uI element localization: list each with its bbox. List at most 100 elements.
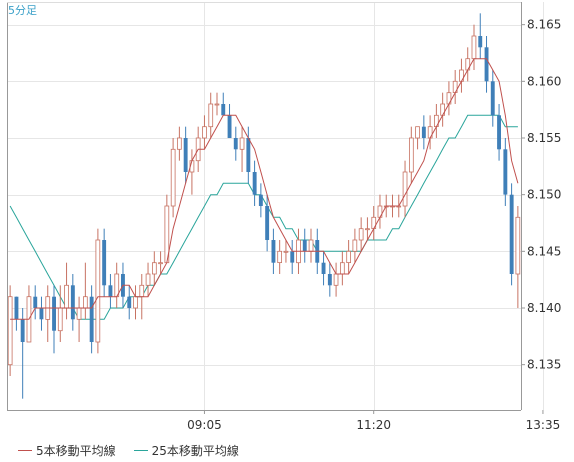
candle-31 bbox=[202, 115, 207, 150]
candle-36 bbox=[233, 126, 238, 161]
candle-63 bbox=[402, 160, 408, 218]
candle-0 bbox=[7, 285, 13, 376]
candle-42 bbox=[271, 228, 276, 274]
y-tick-label-2: 8.145 bbox=[527, 244, 561, 258]
candle-body-81 bbox=[515, 216, 521, 275]
candle-body-21 bbox=[139, 284, 145, 297]
y-tick-label-6: 8.165 bbox=[527, 18, 561, 32]
candle-body-7 bbox=[52, 296, 56, 331]
candle-body-66 bbox=[421, 126, 426, 138]
candle-28 bbox=[183, 126, 188, 184]
candle-35 bbox=[227, 104, 232, 138]
candle-body-47 bbox=[302, 240, 307, 252]
candle-body-34 bbox=[221, 104, 226, 116]
candle-body-43 bbox=[277, 250, 283, 264]
candle-body-4 bbox=[33, 296, 38, 308]
candle-body-50 bbox=[321, 262, 326, 274]
x-tick-label-2: 13:35 bbox=[526, 418, 561, 432]
candle-body-74 bbox=[471, 35, 477, 60]
candle-body-12 bbox=[83, 296, 88, 309]
candle-body-0 bbox=[7, 296, 13, 366]
candle-44 bbox=[283, 240, 289, 263]
candle-79 bbox=[503, 138, 508, 206]
legend-swatch-ma25 bbox=[133, 450, 148, 451]
x-tick-label-0: 09:05 bbox=[187, 418, 222, 432]
candle-38 bbox=[246, 126, 251, 184]
candle-23 bbox=[151, 251, 157, 286]
candle-body-40 bbox=[258, 194, 263, 206]
candle-body-39 bbox=[252, 172, 257, 195]
period-label: 5分足 bbox=[8, 4, 37, 17]
candle-15 bbox=[102, 228, 107, 297]
candle-56 bbox=[358, 217, 364, 252]
candle-24 bbox=[158, 251, 163, 274]
candle-76 bbox=[484, 36, 489, 93]
candle-body-27 bbox=[176, 137, 182, 150]
candle-body-23 bbox=[151, 262, 157, 275]
grid-lines bbox=[7, 2, 544, 410]
candle-body-52 bbox=[333, 273, 339, 286]
y-tick-label-0: 8.135 bbox=[527, 358, 561, 372]
candle-66 bbox=[421, 115, 426, 150]
candle-body-42 bbox=[271, 240, 276, 263]
candle-13 bbox=[89, 285, 94, 354]
candle-body-28 bbox=[183, 138, 188, 172]
legend-swatch-ma5 bbox=[18, 450, 32, 451]
y-tick-label-4: 8.155 bbox=[527, 131, 561, 145]
candle-body-19 bbox=[127, 296, 132, 308]
candle-26 bbox=[170, 138, 176, 218]
candle-34 bbox=[221, 92, 226, 116]
candle-19 bbox=[127, 285, 132, 320]
candle-body-13 bbox=[89, 296, 94, 342]
candle-22 bbox=[145, 262, 151, 297]
candle-body-75 bbox=[478, 36, 483, 48]
candle-body-80 bbox=[509, 194, 514, 274]
candle-78 bbox=[497, 104, 501, 161]
candle-body-48 bbox=[308, 239, 314, 252]
ma25-line-layer bbox=[9, 114, 518, 320]
candle-77 bbox=[490, 70, 495, 127]
candle-27 bbox=[176, 126, 182, 161]
y-tick-label-3: 8.150 bbox=[527, 188, 561, 202]
y-tick-label-1: 8.140 bbox=[527, 301, 561, 315]
candle-body-1 bbox=[14, 296, 19, 320]
candle-body-51 bbox=[327, 274, 332, 286]
candle-body-38 bbox=[246, 138, 251, 172]
candle-body-57 bbox=[365, 228, 370, 231]
candle-body-15 bbox=[102, 240, 107, 286]
candle-body-44 bbox=[283, 250, 289, 253]
candle-body-54 bbox=[346, 250, 352, 264]
candle-body-63 bbox=[402, 171, 408, 207]
candle-body-2 bbox=[20, 319, 25, 342]
candle-body-8 bbox=[57, 307, 63, 332]
candle-body-41 bbox=[265, 206, 270, 240]
candle-body-77 bbox=[490, 81, 495, 116]
candle-body-76 bbox=[484, 47, 489, 82]
candle-45 bbox=[290, 240, 295, 274]
candle-75 bbox=[478, 13, 483, 59]
legend-item-ma25: 25本移動平均線 bbox=[133, 442, 239, 459]
candle-body-36 bbox=[233, 138, 238, 150]
candle-51 bbox=[327, 262, 332, 297]
candle-50 bbox=[321, 251, 326, 286]
x-tick-label-1: 11:20 bbox=[356, 418, 391, 432]
candle-54 bbox=[346, 240, 352, 274]
candle-37 bbox=[239, 126, 245, 172]
candle-body-53 bbox=[339, 262, 345, 275]
candle-body-10 bbox=[70, 285, 75, 320]
candle-33 bbox=[214, 92, 220, 116]
candle-body-22 bbox=[145, 273, 151, 286]
axes: 8.135 8.140 8.145 8.150 8.155 8.160 8.165 09:05… bbox=[7, 2, 561, 432]
candle-14 bbox=[95, 228, 101, 354]
candle-body-55 bbox=[352, 239, 358, 252]
candle-57 bbox=[365, 217, 370, 240]
candle-body-31 bbox=[202, 126, 207, 139]
candle-body-20 bbox=[133, 296, 138, 309]
candle-body-65 bbox=[415, 126, 420, 139]
ma25-line bbox=[9, 114, 518, 320]
candle-body-5 bbox=[39, 308, 44, 320]
candle-body-56 bbox=[358, 228, 364, 241]
legend-label-ma25: 25本移動平均線 bbox=[151, 444, 239, 458]
